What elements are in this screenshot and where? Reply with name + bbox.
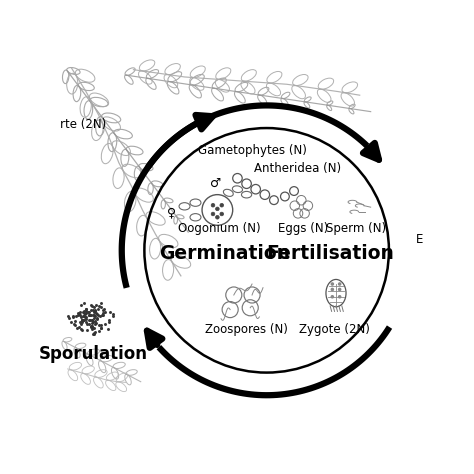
Text: Fertilisation: Fertilisation	[266, 245, 394, 264]
Text: rte (2N): rte (2N)	[61, 118, 107, 131]
Circle shape	[338, 288, 341, 291]
Text: ♀: ♀	[167, 206, 176, 219]
Circle shape	[331, 288, 333, 291]
Text: Gametophytes (N): Gametophytes (N)	[198, 144, 307, 156]
Circle shape	[202, 195, 233, 225]
Text: E: E	[416, 233, 424, 246]
Text: Oogonium (N): Oogonium (N)	[178, 222, 261, 235]
Circle shape	[211, 212, 215, 216]
Circle shape	[338, 283, 341, 285]
Circle shape	[331, 296, 333, 298]
Text: ♂: ♂	[210, 177, 221, 190]
Text: Sperm (N): Sperm (N)	[326, 222, 386, 235]
Text: Sporulation: Sporulation	[39, 346, 148, 364]
Circle shape	[211, 203, 215, 207]
Text: Zygote (2N): Zygote (2N)	[299, 323, 370, 336]
Circle shape	[220, 203, 224, 207]
Circle shape	[338, 296, 341, 298]
Circle shape	[216, 207, 219, 211]
Text: Germination: Germination	[159, 245, 290, 264]
Circle shape	[220, 212, 224, 216]
Text: Eggs (N): Eggs (N)	[278, 222, 328, 235]
Text: Zoospores (N): Zoospores (N)	[205, 323, 288, 336]
Text: Antheridea (N): Antheridea (N)	[254, 162, 341, 175]
Circle shape	[331, 283, 333, 285]
Circle shape	[216, 216, 219, 219]
